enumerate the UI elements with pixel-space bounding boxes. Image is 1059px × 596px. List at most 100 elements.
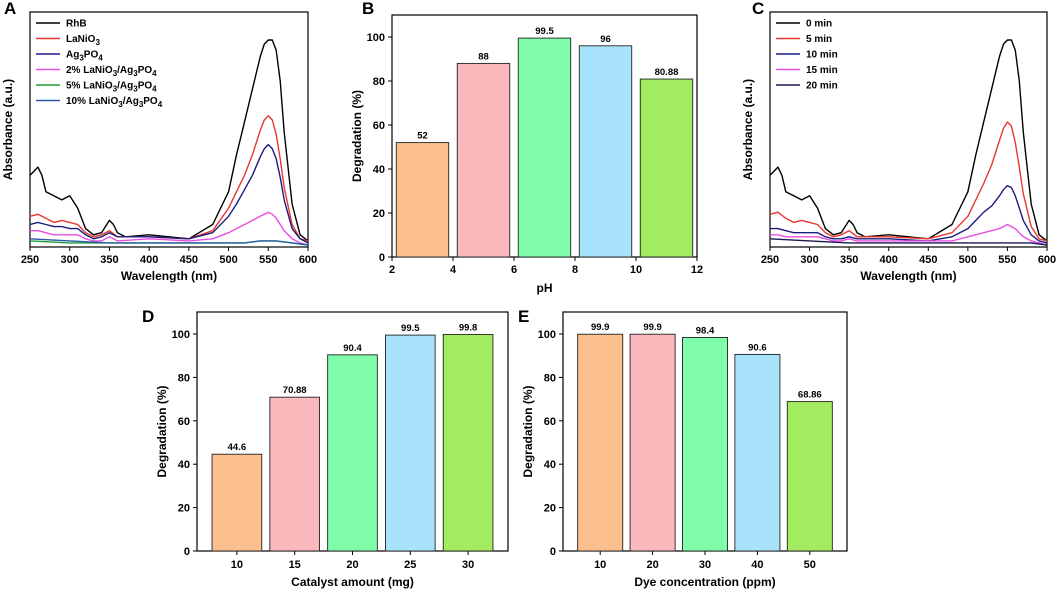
y-tick-label: 100 xyxy=(172,329,190,341)
bar-2 xyxy=(629,333,676,552)
y-tick-label: 40 xyxy=(373,164,385,176)
series-line-3 xyxy=(770,184,1048,244)
panel-B: B 0 20 40 60 80 100 2 4 6 8 10 12 52 88 99.5 96 80.88 pH De… xyxy=(350,0,703,295)
y-tick-label: 0 xyxy=(550,546,556,558)
bar-5 xyxy=(639,78,694,258)
x-tick-label: 600 xyxy=(1038,254,1056,266)
y-tick-label: 60 xyxy=(178,416,190,428)
panel-label: C xyxy=(752,0,764,18)
legend-label: 5% LaNiO3/Ag3PO4 xyxy=(66,81,157,94)
panel-label: B xyxy=(362,0,374,18)
y-tick-label: 20 xyxy=(373,208,385,220)
bar-3 xyxy=(327,354,378,552)
x-tick-label: 8 xyxy=(572,264,578,276)
series-line-4 xyxy=(30,211,309,246)
x-tick-label: 250 xyxy=(21,254,39,266)
y-axis-label: Degradation (%) xyxy=(350,90,364,182)
bar-4 xyxy=(384,334,436,552)
panel-C: C 250 300 350 400 450 500 550 600 Wavelength (nm)… xyxy=(741,0,1056,283)
x-tick-label: 550 xyxy=(259,254,277,266)
x-tick-label: 450 xyxy=(180,254,198,266)
x-tick-label: 10 xyxy=(231,559,243,571)
x-tick-label: 500 xyxy=(219,254,237,266)
legend-label: 0 min xyxy=(806,19,832,30)
series-line-1 xyxy=(769,39,1048,242)
legend-label: LaNiO3 xyxy=(66,34,100,47)
panel-D: D 0 20 40 60 80 100 10 15 20 25 30 44.6 70.88 90.4 99.5… xyxy=(142,307,509,589)
bar-4 xyxy=(578,45,633,258)
x-tick-label: 500 xyxy=(959,254,977,266)
x-tick-label: 12 xyxy=(691,264,703,276)
y-tick-label: 20 xyxy=(544,503,556,515)
series-line-4 xyxy=(770,223,1048,246)
series-line-1 xyxy=(29,39,309,242)
y-tick-label: 40 xyxy=(178,459,190,471)
data-label-4: 96 xyxy=(600,34,611,45)
y-tick-label: 80 xyxy=(178,372,190,384)
x-tick-label: 50 xyxy=(804,559,816,571)
legend-label: 20 min xyxy=(806,81,838,92)
data-label-5: 68.86 xyxy=(798,390,822,401)
x-tick-label: 300 xyxy=(800,254,818,266)
x-tick-label: 4 xyxy=(450,264,457,276)
panel-label: E xyxy=(518,307,529,326)
x-tick-label: 350 xyxy=(840,254,858,266)
y-tick-label: 100 xyxy=(538,329,556,341)
x-tick-label: 20 xyxy=(646,559,658,571)
y-tick-label: 60 xyxy=(544,416,556,428)
y-tick-label: 0 xyxy=(184,546,190,558)
y-axis-label: Degradation (%) xyxy=(155,385,169,477)
x-tick-label: 600 xyxy=(299,254,317,266)
bar-2 xyxy=(456,62,511,258)
y-axis-label: Degradation (%) xyxy=(521,385,535,477)
x-tick-label: 450 xyxy=(919,254,937,266)
bar-5 xyxy=(786,401,833,552)
legend-label: 2% LaNiO3/Ag3PO4 xyxy=(66,65,157,78)
panel-A: A 250 300 350 400 450 500 550 600 Wavelength (nm)… xyxy=(1,0,317,283)
plot-frame xyxy=(769,11,1048,248)
data-label-4: 90.6 xyxy=(748,342,767,353)
data-label-2: 70.88 xyxy=(283,385,307,396)
x-axis-label: Catalyst amount (mg) xyxy=(291,575,414,589)
x-tick-label: 550 xyxy=(998,254,1016,266)
x-tick-label: 300 xyxy=(61,254,79,266)
data-label-1: 52 xyxy=(417,131,428,142)
legend-label: RhB xyxy=(66,19,87,30)
series-line-2 xyxy=(769,121,1048,242)
x-tick-label: 350 xyxy=(100,254,118,266)
data-label-4: 99.5 xyxy=(401,323,420,334)
data-label-1: 99.9 xyxy=(591,322,610,333)
y-axis-label: Absorbance (a.u.) xyxy=(741,79,755,180)
x-tick-label: 400 xyxy=(140,254,158,266)
x-tick-label: 40 xyxy=(751,559,763,571)
bar-2 xyxy=(269,396,321,552)
y-tick-label: 0 xyxy=(379,252,385,264)
x-tick-label: 10 xyxy=(594,559,606,571)
bar-1 xyxy=(395,142,450,258)
panel-label: A xyxy=(4,0,16,18)
panel-E: E 0 20 40 60 80 100 10 20 30 40 50 99.9 99.9 98.4 90.6 6… xyxy=(518,307,848,589)
series-line-3 xyxy=(29,143,309,244)
y-tick-label: 100 xyxy=(367,32,385,44)
x-tick-label: 250 xyxy=(761,254,779,266)
y-tick-label: 40 xyxy=(544,459,556,471)
data-label-3: 90.4 xyxy=(343,343,362,354)
series-line-6 xyxy=(29,238,309,246)
y-tick-label: 60 xyxy=(373,120,385,132)
bar-3 xyxy=(517,37,572,258)
x-tick-label: 20 xyxy=(346,559,358,571)
y-tick-label: 80 xyxy=(544,372,556,384)
x-axis-label: Wavelength (nm) xyxy=(860,269,956,283)
y-tick-label: 80 xyxy=(373,76,385,88)
x-axis-label: Wavelength (nm) xyxy=(121,269,217,283)
x-tick-label: 6 xyxy=(511,264,517,276)
x-tick-label: 10 xyxy=(630,264,642,276)
legend-label: 10 min xyxy=(806,50,838,61)
series-line-2 xyxy=(29,115,309,242)
series-line-5 xyxy=(769,238,1048,246)
bar-4 xyxy=(734,353,781,552)
panel-label: D xyxy=(142,307,154,326)
bar-1 xyxy=(577,333,624,552)
x-tick-label: 25 xyxy=(404,559,416,571)
